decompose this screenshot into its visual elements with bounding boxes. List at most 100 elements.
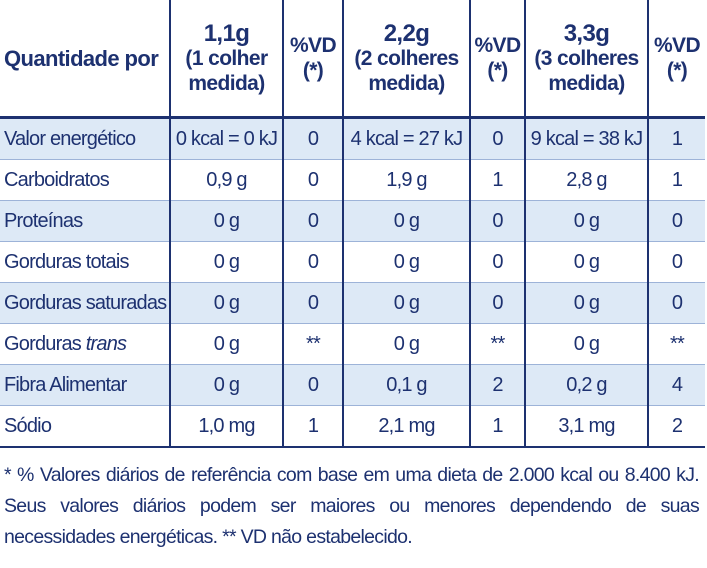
cell-text: 9 kcal = 38 kJ	[530, 127, 643, 150]
value-cell: 4 kcal = 27 kJ	[342, 117, 470, 160]
cell-text: 0,2 g	[566, 373, 607, 396]
cell-text: 0 g	[213, 291, 240, 314]
value-cell: 0 g	[169, 241, 283, 283]
header-cell: %VD (*)	[282, 0, 343, 119]
value-cell: 0	[282, 282, 343, 324]
value-cell: 0	[469, 282, 525, 324]
row-label: Gorduras saturadas	[0, 282, 170, 324]
value-cell: 0,2 g	[524, 364, 648, 406]
value-cell: 0	[469, 200, 525, 242]
cell-text: 0 g	[573, 332, 600, 355]
cell-text: 2,1 mg	[378, 414, 435, 437]
cell-text: 0	[671, 250, 683, 273]
header-line: 1,1g	[203, 19, 250, 47]
row-label: Sódio	[0, 405, 170, 448]
value-cell: 1	[647, 159, 705, 201]
header-line: %VD	[474, 34, 521, 57]
cell-text: 0	[492, 209, 503, 232]
value-cell: 0 g	[342, 200, 470, 242]
cell-text: 0 g	[573, 209, 600, 232]
cell-text: **	[670, 332, 685, 355]
label-part: trans	[85, 332, 127, 355]
table-row: Gorduras totais 0 g 0 0 g 0 0 g 0	[0, 241, 705, 283]
footnote-line: Seus valores diários podem ser maiores o…	[4, 495, 700, 517]
header-line: %VD	[289, 34, 337, 57]
row-label: Gorduras totais	[0, 241, 170, 283]
cell-text: 0 g	[393, 332, 420, 355]
header-cell: %VD (*)	[647, 0, 705, 119]
row-label: Gorduras trans	[0, 323, 170, 365]
cell-text: 0	[492, 250, 503, 273]
header-cell: 1,1g (1 colher medida)	[169, 0, 283, 119]
value-cell: 2	[647, 405, 705, 448]
value-cell: 0 g	[342, 323, 470, 365]
value-cell: 0 g	[524, 282, 648, 324]
header-line: (*)	[487, 59, 508, 82]
value-cell: 1	[282, 405, 343, 448]
value-cell: 0	[282, 241, 343, 283]
value-cell: 0	[647, 241, 705, 283]
cell-text: 2	[492, 373, 503, 396]
cell-text: Sódio	[4, 414, 52, 437]
header-line: medida)	[188, 71, 265, 95]
cell-text: 0 g	[213, 332, 240, 355]
cell-text: 0	[671, 209, 683, 232]
cell-text: 0 g	[213, 250, 240, 273]
value-cell: 4	[647, 364, 705, 406]
value-cell: 0	[282, 200, 343, 242]
value-cell: 0 g	[169, 364, 283, 406]
cell-text: 1	[671, 127, 683, 150]
header-line: (*)	[302, 59, 324, 82]
value-cell: 0,9 g	[169, 159, 283, 201]
value-cell: 0	[647, 200, 705, 242]
table-row: Sódio 1,0 mg 1 2,1 mg 1 3,1 mg 2	[0, 405, 705, 448]
cell-text: 0 g	[393, 209, 420, 232]
footnote-line: necessidades energéticas. ** VD não esta…	[4, 526, 413, 548]
value-cell: 1	[647, 117, 705, 160]
header-line: 2,2g	[383, 19, 430, 47]
value-cell: 1,9 g	[342, 159, 470, 201]
value-cell: 0	[469, 241, 525, 283]
row-label: Proteínas	[0, 200, 170, 242]
header-line: %VD	[653, 34, 701, 57]
value-cell: 0	[282, 117, 343, 160]
value-cell: 0	[469, 117, 525, 160]
value-cell: 0 g	[524, 200, 648, 242]
cell-text: 0 g	[573, 250, 600, 273]
value-cell: 0 g	[169, 282, 283, 324]
cell-text: 2	[671, 414, 683, 437]
header-row: Quantidade por 1,1g (1 colher medida) %VD (*)…	[0, 0, 705, 119]
cell-text: 1	[492, 414, 503, 437]
header-cell: 3,3g (3 colheres medida)	[524, 0, 648, 119]
value-cell: 0,1 g	[342, 364, 470, 406]
value-cell: 0 g	[524, 323, 648, 365]
row-label: Valor energético	[0, 117, 170, 160]
value-cell: 0 g	[342, 282, 470, 324]
nutrition-table: Quantidade por 1,1g (1 colher medida) %VD (*)…	[0, 0, 705, 448]
value-cell: **	[282, 323, 343, 365]
value-cell: 1	[469, 405, 525, 448]
header-cell: %VD (*)	[469, 0, 525, 119]
value-cell: 0 g	[342, 241, 470, 283]
header-line: (*)	[666, 59, 688, 82]
value-cell: **	[647, 323, 705, 365]
header-line: (2 colheres	[354, 46, 459, 70]
cell-text: 0	[307, 373, 319, 396]
header-line: Quantidade por	[4, 45, 159, 71]
cell-text: 0 g	[213, 209, 240, 232]
value-cell: 1	[469, 159, 525, 201]
cell-text: 1	[492, 168, 503, 191]
table-row: Gorduras saturadas 0 g 0 0 g 0 0 g 0	[0, 282, 705, 324]
cell-text: **	[306, 332, 321, 355]
cell-text: 0	[492, 127, 503, 150]
value-cell: 9 kcal = 38 kJ	[524, 117, 648, 160]
cell-text: Gorduras totais	[4, 250, 130, 273]
value-cell: 0 g	[169, 323, 283, 365]
label-part: Gorduras	[4, 332, 82, 355]
value-cell: 0	[282, 159, 343, 201]
cell-text: **	[490, 332, 506, 355]
cell-text: 0	[307, 250, 319, 273]
value-cell: 1,0 mg	[169, 405, 283, 448]
footnote-line: * % Valores diários de referência com ba…	[4, 464, 700, 486]
